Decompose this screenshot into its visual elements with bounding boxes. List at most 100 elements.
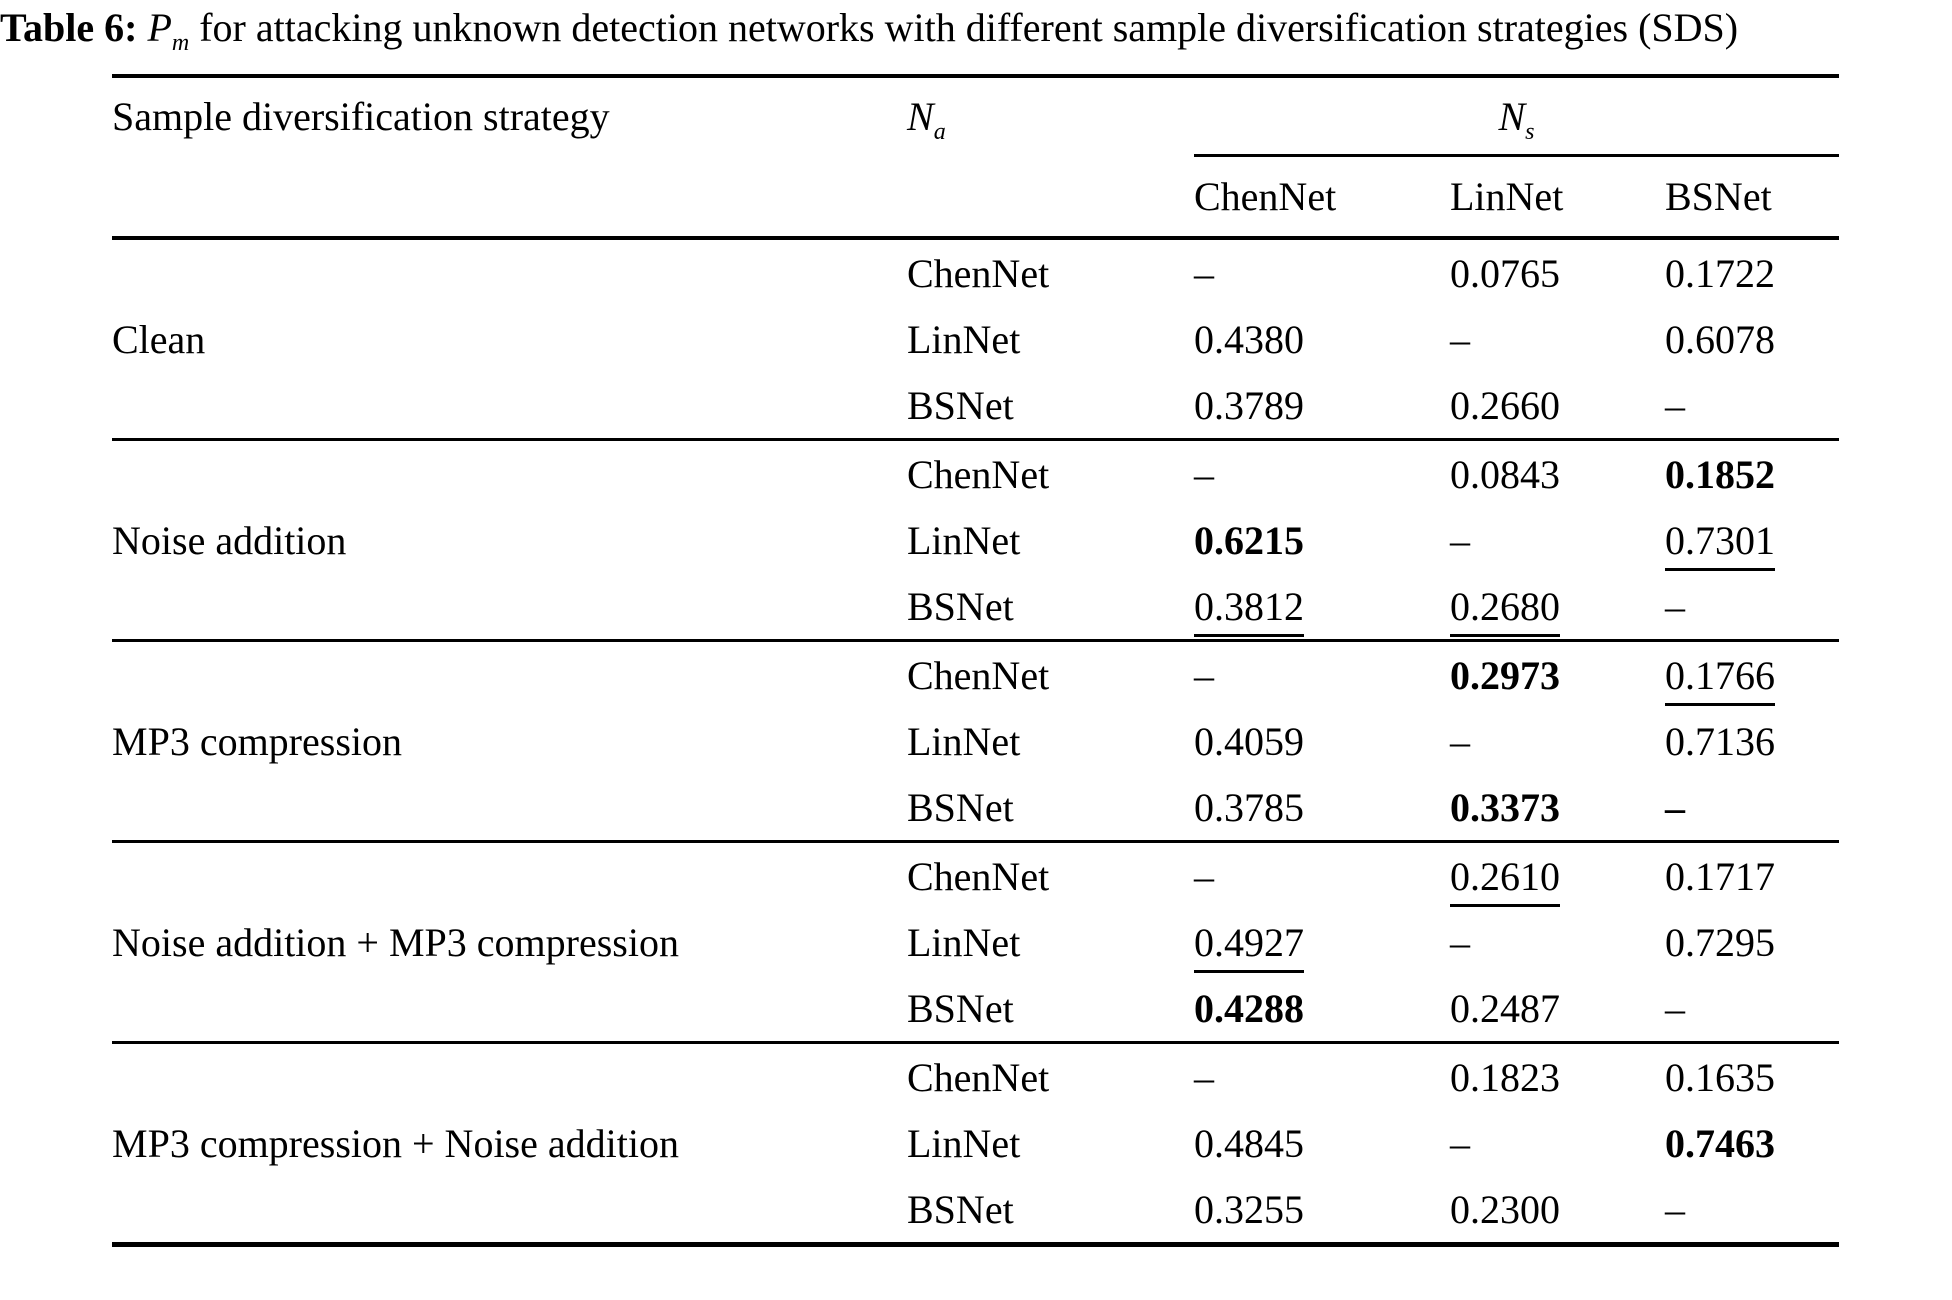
attack-network-cell: ChenNet — [907, 250, 1050, 296]
pm-value: – — [1194, 1054, 1214, 1100]
table-row: LinNet 0.4380 – 0.6078 — [112, 306, 1839, 372]
pm-value: 0.3255 — [1194, 1186, 1304, 1232]
pm-value: 0.2973 — [1450, 652, 1560, 698]
pm-value: – — [1450, 919, 1470, 965]
attack-network-cell: LinNet — [907, 517, 1021, 563]
table-container: Sample diversification strategy Na Ns Ch… — [112, 74, 1839, 1247]
pm-value: – — [1665, 784, 1685, 830]
value-cell: 0.0765 — [1450, 238, 1665, 306]
value-cell: – — [1194, 641, 1450, 709]
value-cell: 0.2973 — [1450, 641, 1665, 709]
table-row: LinNet 0.4059 – 0.7136 — [112, 708, 1839, 774]
pm-value: – — [1194, 853, 1214, 899]
table-row: LinNet 0.4927 – 0.7295 — [112, 909, 1839, 975]
attack-network-cell: BSNet — [907, 1186, 1014, 1232]
value-cell: 0.1823 — [1450, 1043, 1665, 1111]
value-cell: 0.7136 — [1665, 708, 1839, 774]
attack-network-cell: ChenNet — [907, 451, 1050, 497]
attack-network-cell: ChenNet — [907, 853, 1050, 899]
attack-network-cell: BSNet — [907, 985, 1014, 1031]
value-cell: 0.0843 — [1450, 440, 1665, 508]
pm-value: 0.0843 — [1450, 451, 1560, 497]
pm-value: 0.2680 — [1450, 583, 1560, 637]
pm-value: – — [1665, 1186, 1685, 1232]
value-cell: – — [1194, 238, 1450, 306]
attack-network-cell: BSNet — [907, 784, 1014, 830]
column-header-linnet: LinNet — [1450, 174, 1564, 219]
pm-value: 0.1823 — [1450, 1054, 1560, 1100]
value-cell: – — [1450, 708, 1665, 774]
metric-variable: P — [147, 5, 172, 50]
value-cell: – — [1194, 1043, 1450, 1111]
attack-network-cell: ChenNet — [907, 1054, 1050, 1100]
pm-value: 0.7301 — [1665, 517, 1775, 571]
pm-value: 0.1722 — [1665, 250, 1775, 296]
pm-value: 0.1635 — [1665, 1054, 1775, 1100]
pm-value: 0.1852 — [1665, 451, 1775, 497]
header-row-top: Sample diversification strategy Na Ns — [112, 76, 1839, 157]
pm-value: 0.4288 — [1194, 985, 1304, 1031]
value-cell: 0.2680 — [1450, 573, 1665, 641]
metric-subscript: m — [171, 30, 190, 56]
table-row: MP3 compression ChenNet – 0.2973 0.1766 — [112, 641, 1839, 764]
empty-header-cell — [112, 156, 907, 239]
pm-value: – — [1450, 517, 1470, 563]
ns-symbol: N — [1498, 93, 1526, 139]
pm-value: 0.1766 — [1665, 652, 1775, 706]
value-cell: 0.3785 — [1194, 774, 1450, 842]
pm-value: – — [1665, 382, 1685, 428]
value-cell: 0.1635 — [1665, 1043, 1839, 1111]
value-cell: 0.7301 — [1665, 507, 1839, 573]
value-cell: 0.4845 — [1194, 1110, 1450, 1176]
table-row: BSNet 0.4288 0.2487 – — [112, 975, 1839, 1043]
table-row: BSNet 0.3812 0.2680 – — [112, 573, 1839, 641]
value-cell: – — [1665, 573, 1839, 641]
value-cell: – — [1194, 440, 1450, 508]
strategy-cell: MP3 compression + Noise addition — [112, 1120, 679, 1166]
strategy-column-header: Sample diversification strategy — [112, 94, 610, 140]
value-cell: 0.2487 — [1450, 975, 1665, 1043]
pm-value: – — [1450, 718, 1470, 764]
value-cell: 0.3812 — [1194, 573, 1450, 641]
table-header: Sample diversification strategy Na Ns Ch… — [112, 76, 1839, 238]
value-cell: 0.4288 — [1194, 975, 1450, 1043]
pm-value: – — [1450, 316, 1470, 362]
value-cell: 0.4380 — [1194, 306, 1450, 372]
value-cell: 0.1717 — [1665, 842, 1839, 910]
empty-header-cell — [907, 156, 1194, 239]
strategy-cell: Noise addition — [112, 517, 347, 563]
table-row: MP3 compression + Noise addition ChenNet… — [112, 1043, 1839, 1166]
attack-network-cell: LinNet — [907, 919, 1021, 965]
value-cell: 0.4059 — [1194, 708, 1450, 774]
value-cell: – — [1665, 975, 1839, 1043]
pm-value: 0.4927 — [1194, 919, 1304, 973]
attack-network-cell: LinNet — [907, 718, 1021, 764]
value-cell: 0.3255 — [1194, 1176, 1450, 1245]
pm-value: 0.2487 — [1450, 985, 1560, 1031]
pm-value: 0.4845 — [1194, 1120, 1304, 1166]
caption-label: Table 6: — [0, 5, 138, 50]
attack-network-cell: LinNet — [907, 316, 1021, 362]
pm-value: – — [1450, 1120, 1470, 1166]
value-cell: 0.4927 — [1194, 909, 1450, 975]
value-cell: 0.7463 — [1665, 1110, 1839, 1176]
strategy-cell: MP3 compression — [112, 718, 402, 764]
table-row: BSNet 0.3789 0.2660 – — [112, 372, 1839, 440]
table-row: BSNet 0.3785 0.3373 – — [112, 774, 1839, 842]
strategy-group-mp3-compression: MP3 compression ChenNet – 0.2973 0.1766 … — [112, 640, 1839, 842]
value-cell: 0.1852 — [1665, 440, 1839, 508]
strategy-group-clean: Clean ChenNet – 0.0765 0.1722 LinNet 0.4… — [112, 238, 1839, 440]
table-row: LinNet 0.4845 – 0.7463 — [112, 1110, 1839, 1176]
header-row-networks: ChenNet LinNet BSNet — [112, 156, 1839, 239]
pm-value: – — [1194, 250, 1214, 296]
value-cell: – — [1450, 909, 1665, 975]
pm-value: 0.7463 — [1665, 1120, 1775, 1166]
pm-value: – — [1194, 451, 1214, 497]
pm-value: 0.6078 — [1665, 316, 1775, 362]
pm-value: 0.7295 — [1665, 919, 1775, 965]
pm-value: 0.3785 — [1194, 784, 1304, 830]
value-cell: – — [1665, 1176, 1839, 1245]
table-row: Noise addition ChenNet – 0.0843 0.1852 — [112, 440, 1839, 563]
value-cell: 0.1722 — [1665, 238, 1839, 306]
value-cell: – — [1194, 842, 1450, 910]
